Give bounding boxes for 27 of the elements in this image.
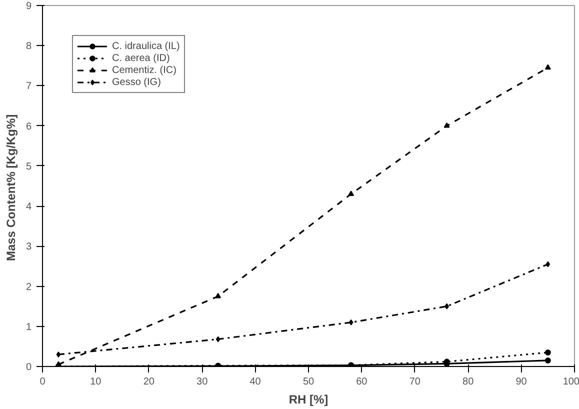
- x-tick-label: 80: [462, 376, 474, 388]
- x-tick-label: 60: [356, 376, 368, 388]
- x-tick-label: 70: [409, 376, 421, 388]
- x-tick-label: 90: [516, 376, 528, 388]
- legend-label: C. aerea (ID): [112, 52, 170, 64]
- x-tick-label: 20: [143, 376, 155, 388]
- y-tick-label: 7: [26, 81, 32, 92]
- legend-label: Gesso (IG): [112, 76, 161, 88]
- y-tick-label: 2: [26, 282, 32, 293]
- x-tick-label: 10: [90, 376, 102, 388]
- y-axis-title: Mass Content% [Kg/Kg%]: [4, 114, 18, 261]
- x-tick-label: 40: [250, 376, 262, 388]
- legend-label: C. idraulica (IL): [112, 40, 180, 52]
- y-tick-label: 5: [26, 161, 32, 172]
- x-tick-label: 30: [196, 376, 208, 388]
- x-tick-label: 0: [40, 376, 46, 388]
- legend-label: Cementiz. (IC): [112, 64, 176, 76]
- y-tick-label: 0: [26, 362, 32, 373]
- y-tick-label: 9: [26, 1, 32, 12]
- x-tick-label: 50: [302, 376, 314, 388]
- y-tick-label: 6: [26, 121, 32, 132]
- x-axis-title: RH [%]: [288, 392, 328, 406]
- x-tick-label: 100: [562, 376, 579, 388]
- y-tick-label: 8: [26, 41, 32, 52]
- y-tick-label: 3: [26, 242, 32, 253]
- y-tick-label: 4: [26, 202, 32, 213]
- y-tick-label: 1: [26, 322, 32, 333]
